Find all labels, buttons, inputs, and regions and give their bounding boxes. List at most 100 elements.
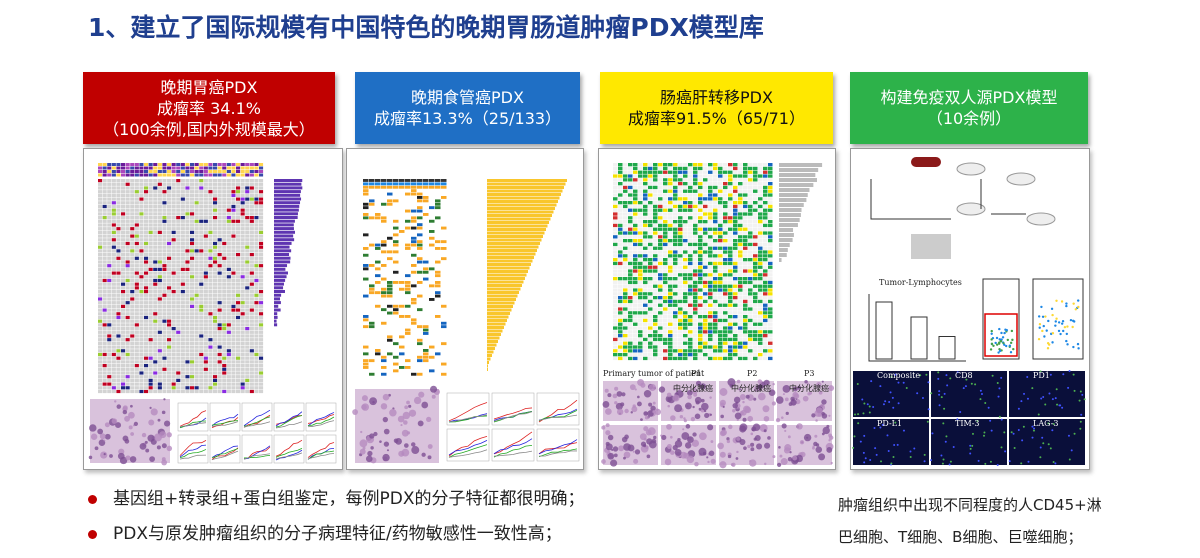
tissue-blob: [141, 432, 147, 438]
heatmap-cell: [199, 378, 204, 382]
heatmap-cell: [121, 371, 126, 375]
heatmap-cell: [180, 378, 185, 382]
if-dot: [870, 380, 873, 383]
heatmap-cell: [658, 246, 663, 250]
heatmap-cell: [718, 231, 723, 235]
heatmap-cell: [633, 197, 638, 201]
heatmap-cell: [648, 227, 653, 231]
heatmap-cell: [130, 356, 135, 360]
heatmap-cell: [213, 334, 218, 338]
tissue-blob: [90, 433, 98, 440]
heatmap-cell: [698, 212, 703, 216]
heatmap-cell: [733, 189, 738, 193]
heatmap-cell: [139, 297, 144, 301]
heatmap-cell: [653, 178, 658, 182]
heatmap-cell: [111, 312, 116, 316]
heatmap-cell: [628, 330, 633, 334]
heatmap-cell: [753, 185, 758, 190]
heatmap-cell: [236, 323, 241, 327]
tissue-blob: [643, 444, 647, 448]
heatmap-cell: [723, 182, 728, 186]
heatmap-cell: [157, 308, 162, 312]
heatmap-cell: [738, 201, 743, 205]
tissue-blob: [157, 418, 161, 422]
heatmap-cell: [638, 337, 643, 342]
heatmap-cell: [167, 304, 172, 308]
heatmap-cell: [125, 170, 130, 173]
heatmap-cell: [116, 186, 121, 190]
heatmap-cell: [116, 304, 121, 308]
heatmap-cell: [708, 280, 713, 285]
heatmap-cell: [633, 341, 638, 345]
heatmap-cell: [393, 311, 399, 315]
heatmap-cell: [743, 349, 748, 353]
heatmap-cell: [688, 204, 693, 209]
freq-bar: [274, 216, 298, 219]
panel-image: [346, 148, 584, 470]
heatmap-cell: [148, 389, 153, 394]
heatmap-cell: [723, 246, 728, 250]
heatmap-cell: [703, 273, 708, 277]
heatmap-cell: [134, 327, 139, 331]
tissue-blob: [389, 409, 397, 417]
tissue-blob: [100, 451, 108, 459]
heatmap-cell: [222, 201, 227, 205]
heatmap-cell: [180, 330, 185, 334]
tissue-blob: [604, 388, 609, 393]
heatmap-cell: [653, 163, 658, 167]
heatmap-cell: [148, 319, 153, 323]
heatmap-cell: [203, 330, 208, 334]
freq-bar: [274, 293, 282, 297]
tissue-blob: [117, 452, 125, 460]
heatmap-cell: [748, 341, 753, 345]
heatmap-cell: [203, 163, 208, 166]
heatmap-cell: [728, 292, 733, 296]
heatmap-cell: [107, 338, 112, 342]
heatmap-cell: [185, 241, 190, 246]
growth-curve: [307, 453, 335, 460]
tissue-blob: [624, 408, 629, 414]
heatmap-cell: [688, 201, 693, 205]
heatmap-cell: [249, 182, 254, 186]
heatmap-cell: [758, 318, 763, 323]
heatmap-cell: [738, 318, 743, 323]
heatmap-cell: [618, 235, 623, 239]
heatmap-cell: [199, 256, 204, 260]
heatmap-cell: [249, 386, 254, 390]
tissue-blob: [811, 413, 816, 418]
heatmap-cell: [758, 277, 763, 281]
heatmap-cell: [176, 227, 181, 231]
heatmap-cell: [121, 256, 126, 260]
freq-bar: [274, 275, 287, 279]
heatmap-cell: [226, 356, 231, 360]
tissue-blob: [767, 436, 771, 440]
tissue-blob: [812, 445, 815, 448]
tissue-blob: [103, 453, 106, 456]
heatmap-cell: [628, 277, 633, 281]
heatmap-cell: [768, 220, 773, 224]
heatmap-cell: [139, 163, 144, 166]
heatmap-cell: [708, 318, 713, 323]
heatmap-cell: [208, 293, 213, 297]
heatmap-cell: [231, 186, 236, 190]
heatmap-cell: [259, 271, 264, 275]
heatmap-cell: [387, 281, 393, 284]
heatmap-cell: [222, 389, 227, 394]
heatmap-cell: [208, 327, 213, 331]
heatmap-cell: [139, 319, 144, 323]
heatmap-cell: [102, 204, 107, 209]
heatmap-cell: [668, 235, 673, 239]
heatmap-cell: [171, 216, 176, 220]
heatmap-cell: [259, 179, 264, 183]
heatmap-cell: [648, 254, 653, 258]
heatmap-cell: [698, 341, 703, 345]
heatmap-cell: [375, 182, 381, 186]
heatmap-cell: [153, 367, 158, 371]
heatmap-cell: [102, 227, 107, 231]
heatmap-cell: [688, 258, 693, 262]
heatmap-cell: [116, 293, 121, 297]
heatmap-cell: [213, 179, 218, 183]
heatmap-cell: [245, 260, 250, 264]
heatmap-cell: [688, 220, 693, 224]
heatmap-cell: [139, 204, 144, 209]
